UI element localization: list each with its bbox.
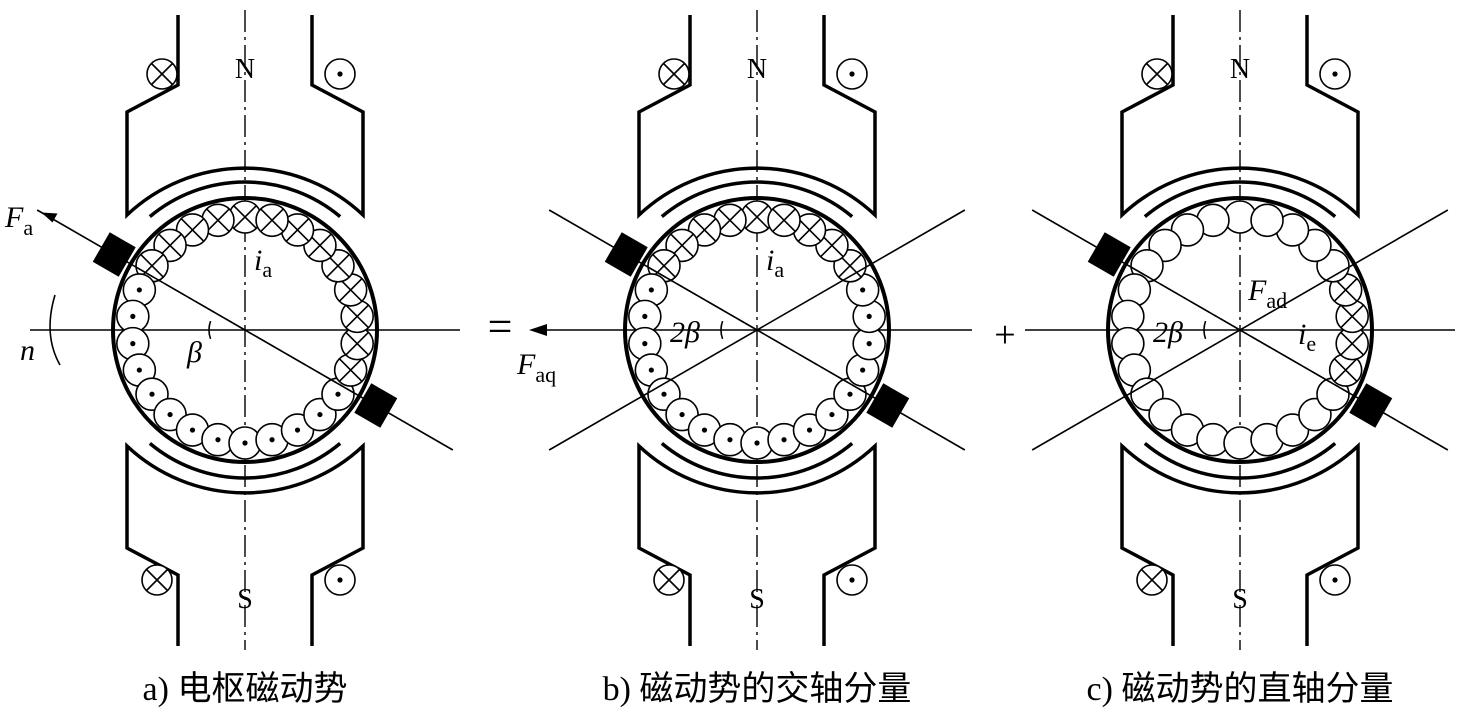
conductor-out-icon (116, 299, 150, 334)
armature-rotor (111, 196, 379, 464)
angle-label: β (186, 336, 202, 369)
conductor-into-icon (1335, 326, 1369, 361)
north-shoe-face (660, 180, 854, 218)
north-shoe-face (1143, 180, 1337, 218)
conductor-out-icon (228, 426, 262, 460)
brush-block (354, 383, 398, 428)
pole-label-south: S (1232, 584, 1248, 615)
current-label: ie (1298, 318, 1316, 356)
brush-axis-dash (134, 265, 356, 395)
panel-armature-mmf: Fa ia β n N S (4, 10, 460, 650)
pole-label-south: S (749, 584, 765, 615)
pole-label-north: N (235, 54, 255, 85)
plus-operator: + (994, 314, 1015, 356)
brush-block (604, 232, 648, 277)
angle-arc (1203, 320, 1207, 340)
field-coil-in-icon (1136, 564, 1168, 596)
conductor-into-icon (1335, 299, 1369, 334)
caption-c: c) 磁动势的直轴分量 (1087, 670, 1394, 708)
brush-block (866, 383, 910, 428)
armature-rotor (1106, 196, 1374, 464)
conductor-into-icon (333, 353, 368, 387)
field-coil-out-icon (324, 58, 356, 90)
speed-label: n (20, 334, 35, 367)
field-coil-out-icon (1319, 58, 1351, 90)
armature-rotor (623, 196, 891, 464)
current-label: ia (766, 244, 784, 282)
conductor-into-icon (792, 213, 827, 247)
brush-block (1087, 232, 1131, 277)
pole-label-south: S (237, 584, 253, 615)
caption-a: a) 电枢磁动势 (143, 670, 348, 708)
force-label: Faq (516, 348, 556, 387)
pole-label-north: N (1230, 54, 1250, 85)
field-coil-out-icon (1319, 564, 1351, 596)
angle-arc (720, 320, 724, 340)
conductor-into-icon (713, 203, 747, 238)
north-shoe-face (148, 180, 342, 218)
rotation-arrow (49, 294, 61, 366)
brush-axis-dash (646, 265, 868, 395)
pole-label-north: N (747, 54, 767, 85)
conductor-into-icon (340, 299, 374, 334)
force-arrowhead (529, 324, 547, 336)
conductor-into-icon (767, 203, 801, 238)
caption-b: b) 磁动势的交轴分量 (603, 670, 912, 708)
conductor-out-icon (255, 422, 289, 457)
field-coil-in-icon (141, 564, 173, 596)
brush-block (1349, 383, 1393, 428)
conductor-into-icon (340, 326, 374, 361)
conductor-into-icon (255, 203, 289, 238)
conductor-into-icon (228, 200, 262, 234)
brush-block (92, 232, 136, 277)
current-label: ia (254, 244, 272, 282)
panel-quadrature-component: Faq ia 2β N S (516, 10, 972, 650)
field-coil-in-icon (658, 58, 690, 90)
field-coil-out-icon (836, 58, 868, 90)
force-label: Fa (4, 201, 33, 240)
angle-label: 2β (670, 316, 700, 349)
brush-axis-dash (1129, 265, 1351, 395)
field-coil-out-icon (836, 564, 868, 596)
field-coil-out-icon (324, 564, 356, 596)
force-arrowhead (41, 212, 58, 223)
conductor-empty (1250, 203, 1284, 238)
conductor-out-icon (740, 426, 774, 460)
angle-label: 2β (1153, 316, 1183, 349)
field-coil-in-icon (146, 58, 178, 90)
angle-arc (208, 320, 212, 340)
force-label: Fad (1247, 274, 1287, 313)
field-coil-in-icon (1141, 58, 1173, 90)
equals-operator: = (488, 302, 513, 351)
conductor-out-icon (767, 422, 801, 457)
conductor-into-icon (1328, 353, 1363, 387)
field-coil-in-icon (653, 564, 685, 596)
